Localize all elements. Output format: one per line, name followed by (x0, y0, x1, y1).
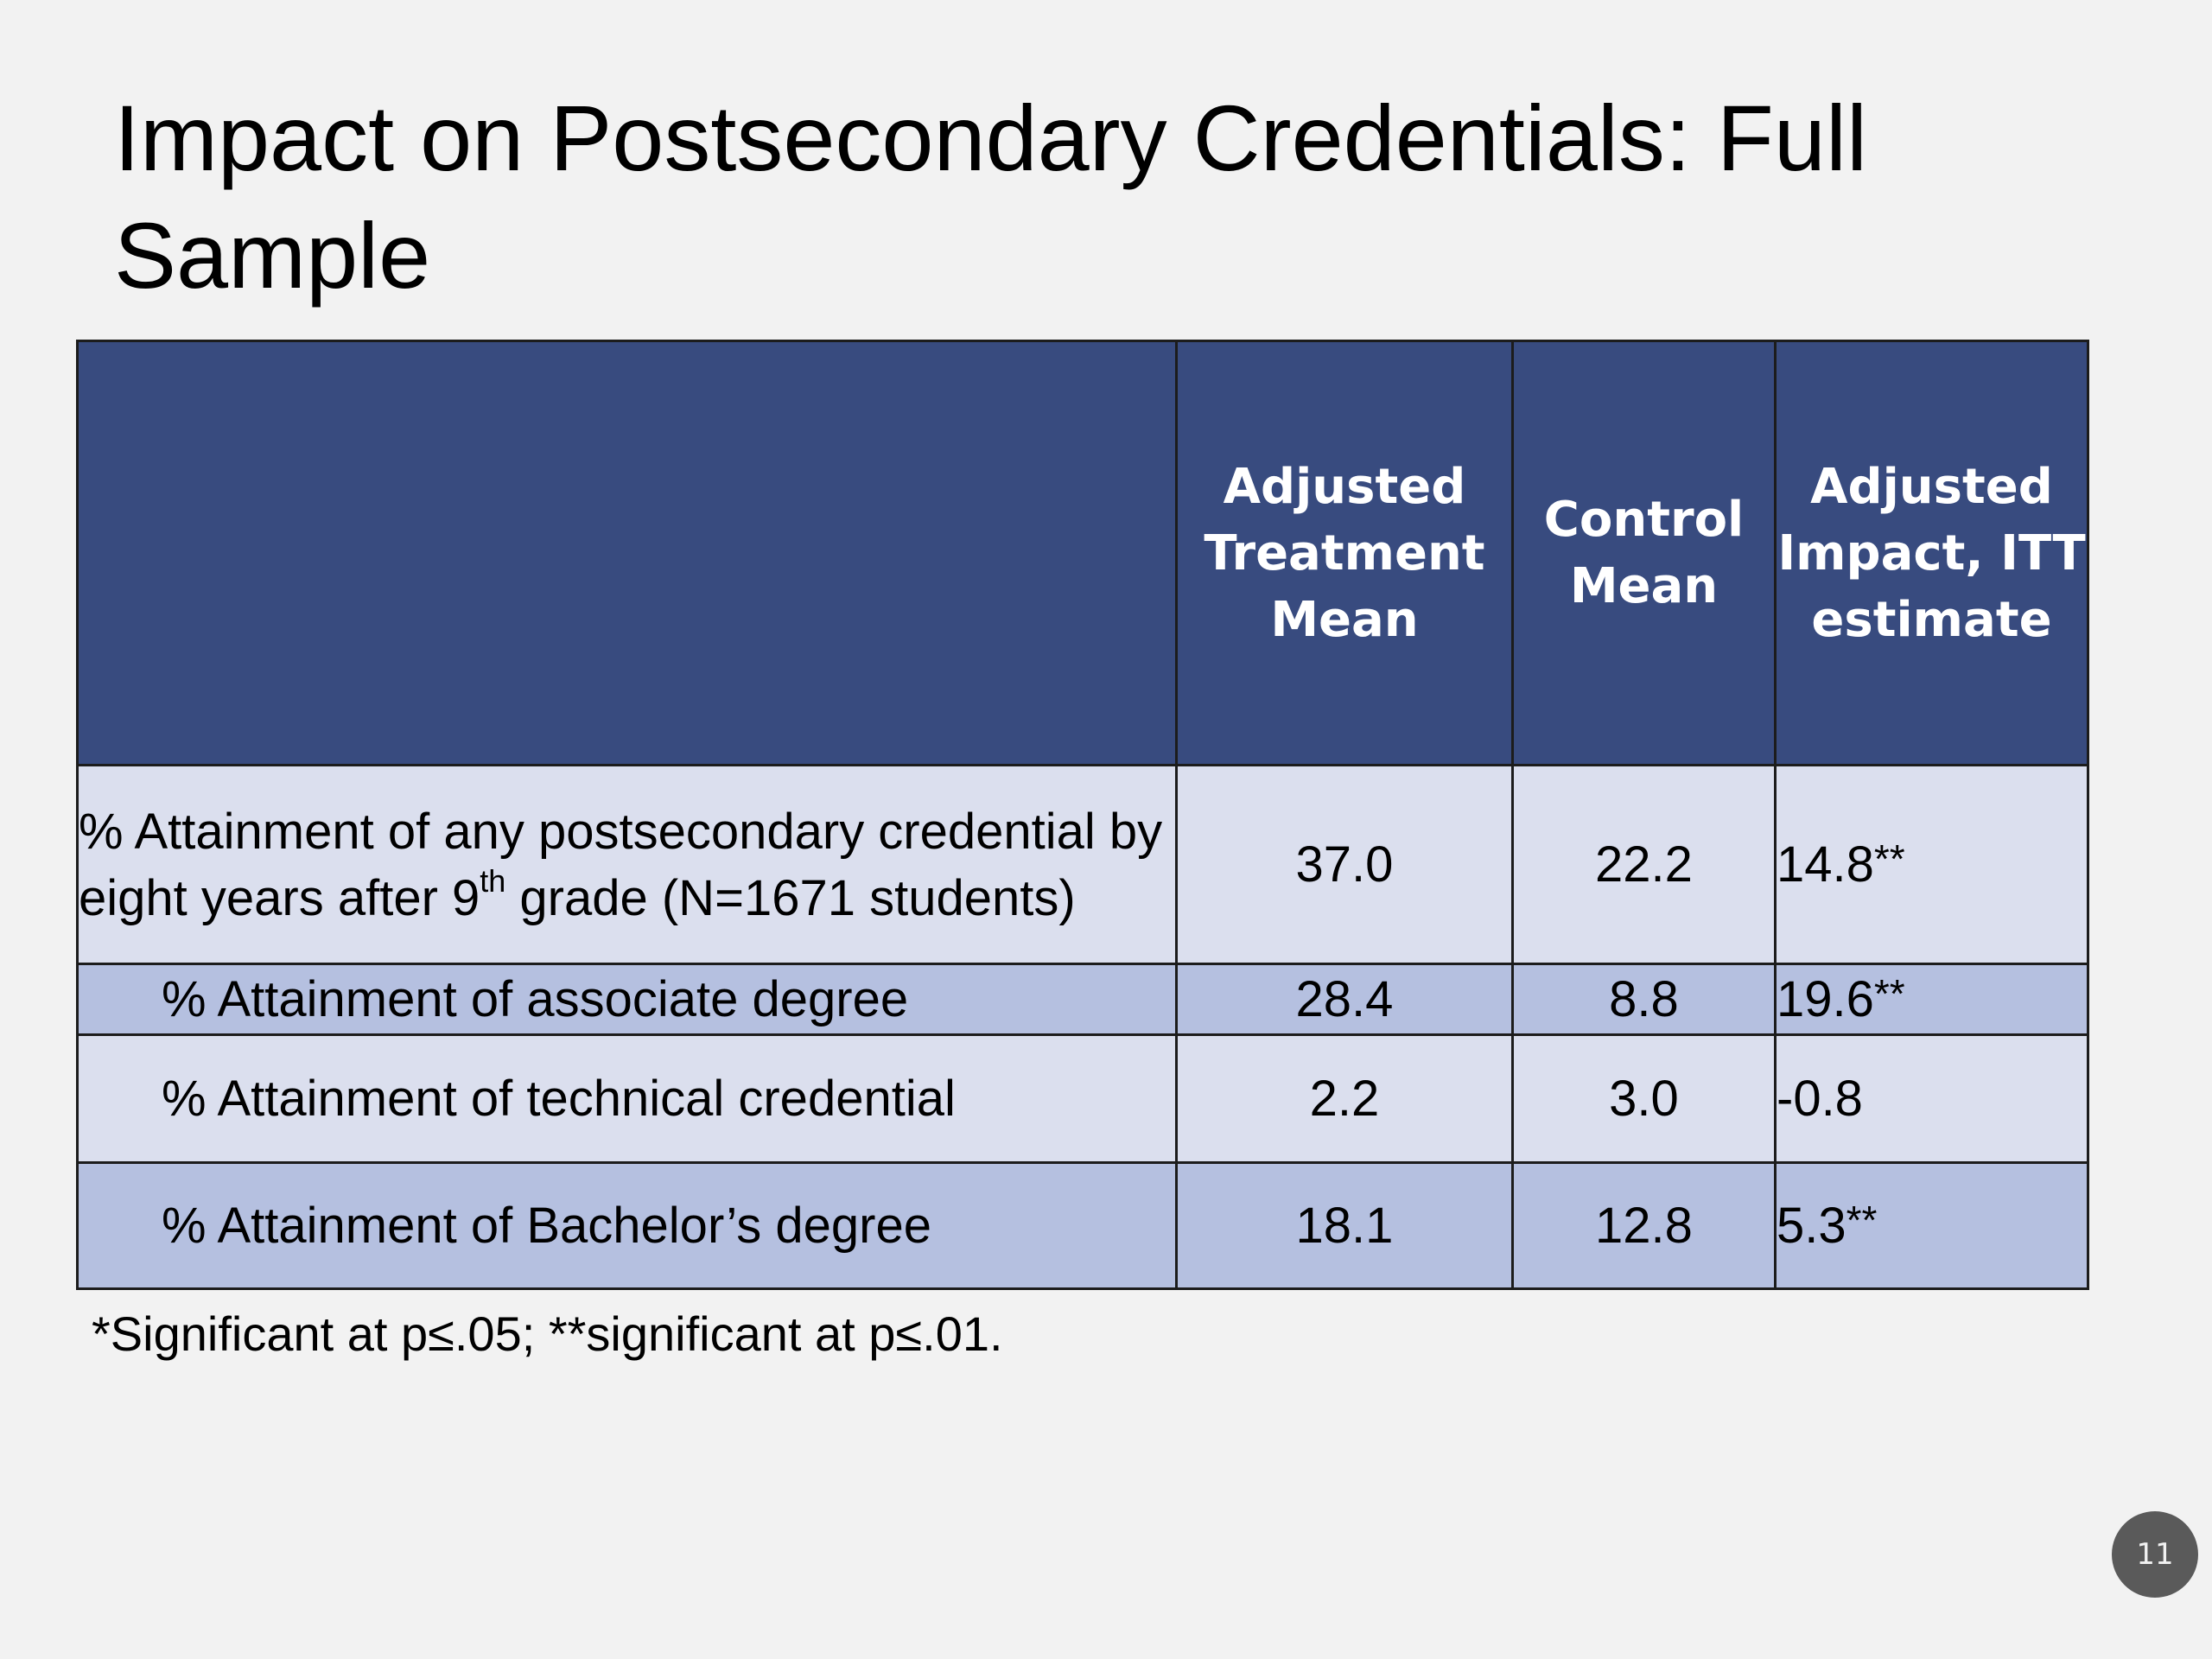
row-label-suffix: grade (N=1671 students) (505, 869, 1076, 926)
treatment-mean-cell: 18.1 (1175, 1161, 1514, 1290)
header-impact: Adjusted Impact, ITT estimate (1774, 340, 2089, 766)
impact-value: 19.6 (1777, 971, 1874, 1027)
impact-cell: -0.8 (1774, 1033, 2089, 1164)
treatment-mean-cell: 2.2 (1175, 1033, 1514, 1164)
impact-cell: 19.6** (1774, 963, 2089, 1036)
control-mean-cell: 22.2 (1511, 764, 1777, 965)
results-table: Adjusted Treatment Mean Control Mean Adj… (76, 340, 2089, 1290)
table-row: % Attainment of associate degree 28.4 8.… (76, 963, 2089, 1036)
impact-value: 5.3 (1777, 1198, 1847, 1254)
row-label-superscript: th (480, 863, 506, 899)
page-number-badge: 11 (2112, 1511, 2198, 1598)
row-label-prefix: % Attainment of any postsecondary creden… (79, 803, 1163, 926)
significance-stars: ** (1873, 836, 1905, 881)
header-treatment-mean: Adjusted Treatment Mean (1175, 340, 1514, 766)
table-row: % Attainment of Bachelor’s degree 18.1 1… (76, 1161, 2089, 1290)
row-label: % Attainment of associate degree (76, 963, 1178, 1036)
table-row: % Attainment of technical credential 2.2… (76, 1033, 2089, 1164)
treatment-mean-cell: 37.0 (1175, 764, 1514, 965)
impact-cell: 5.3** (1774, 1161, 2089, 1290)
treatment-mean-cell: 28.4 (1175, 963, 1514, 1036)
slide-title: Impact on Postsecondary Credentials: Ful… (114, 86, 1867, 308)
control-mean-cell: 12.8 (1511, 1161, 1777, 1290)
control-mean-cell: 8.8 (1511, 963, 1777, 1036)
significance-footnote: *Significant at p≤.05; **significant at … (92, 1306, 1003, 1361)
table-row: % Attainment of any postsecondary creden… (76, 764, 2089, 965)
significance-stars: ** (1846, 1198, 1878, 1243)
impact-value: -0.8 (1777, 1071, 1863, 1127)
significance-stars: ** (1873, 971, 1905, 1016)
header-label (76, 340, 1178, 766)
row-label: % Attainment of Bachelor’s degree (76, 1161, 1178, 1290)
row-label: % Attainment of technical credential (76, 1033, 1178, 1164)
control-mean-cell: 3.0 (1511, 1033, 1777, 1164)
table-header-row: Adjusted Treatment Mean Control Mean Adj… (76, 340, 2089, 766)
header-control-mean: Control Mean (1511, 340, 1777, 766)
impact-value: 14.8 (1777, 836, 1874, 893)
row-label: % Attainment of any postsecondary creden… (76, 764, 1178, 965)
impact-cell: 14.8** (1774, 764, 2089, 965)
